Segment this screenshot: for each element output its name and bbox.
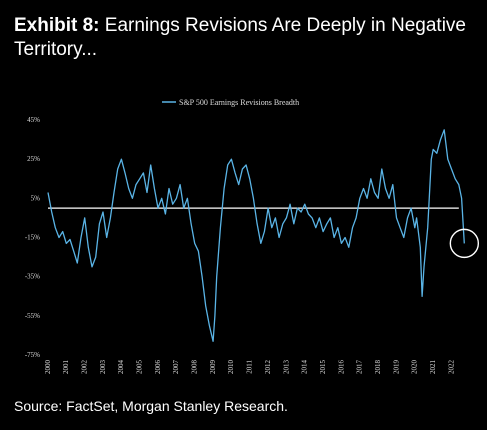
x-tick-label: 2001: [62, 360, 70, 375]
x-tick-label: 2002: [81, 360, 89, 375]
x-tick-label: 2009: [209, 360, 217, 375]
series-line: [47, 129, 465, 342]
title-text: Earnings Revisions Are Deeply in Negativ…: [14, 15, 466, 60]
x-axis: 2000 2001 2002 2003 2004 2005 2006 2007 2008 2009…: [44, 360, 455, 375]
x-tick-label: 2020: [411, 360, 419, 375]
y-tick-label: -35%: [25, 273, 40, 281]
x-tick-label: 2021: [429, 360, 437, 375]
x-tick-label: 2006: [154, 360, 162, 375]
highlight-circle: [449, 228, 480, 259]
source-note: Source: FactSet, Morgan Stanley Research…: [14, 398, 288, 414]
chart-title: Exhibit 8: Earnings Revisions Are Deeply…: [14, 14, 474, 62]
y-tick-label: 25%: [27, 155, 40, 163]
x-tick-label: 2015: [319, 360, 327, 375]
plot-area: [47, 129, 480, 342]
x-tick-label: 2000: [44, 360, 52, 375]
y-axis: 45% 25% 5% -15% -35% -55% -75%: [25, 116, 40, 359]
y-tick-label: 5%: [31, 194, 41, 202]
x-tick-label: 2018: [374, 360, 382, 375]
x-tick-label: 2013: [282, 360, 290, 375]
x-tick-label: 2005: [136, 360, 144, 375]
x-tick-label: 2003: [99, 360, 107, 375]
x-tick-label: 2008: [191, 360, 199, 375]
x-tick-label: 2004: [117, 360, 125, 375]
legend-label: S&P 500 Earnings Revisions Breadth: [179, 98, 299, 107]
y-tick-label: -15%: [25, 234, 40, 242]
y-tick-label: -75%: [25, 351, 40, 359]
x-tick-label: 2011: [246, 360, 254, 374]
y-tick-label: 45%: [27, 116, 40, 124]
x-tick-label: 2007: [172, 360, 180, 375]
x-tick-label: 2017: [356, 360, 364, 375]
exhibit-label: Exhibit 8:: [14, 15, 100, 36]
legend: S&P 500 Earnings Revisions Breadth: [162, 98, 299, 107]
x-tick-label: 2019: [392, 360, 400, 375]
x-tick-label: 2012: [264, 360, 272, 375]
y-tick-label: -55%: [25, 312, 40, 320]
x-tick-label: 2016: [337, 360, 345, 375]
x-tick-label: 2014: [301, 360, 309, 375]
x-tick-label: 2010: [227, 360, 235, 375]
x-tick-label: 2022: [447, 360, 455, 375]
